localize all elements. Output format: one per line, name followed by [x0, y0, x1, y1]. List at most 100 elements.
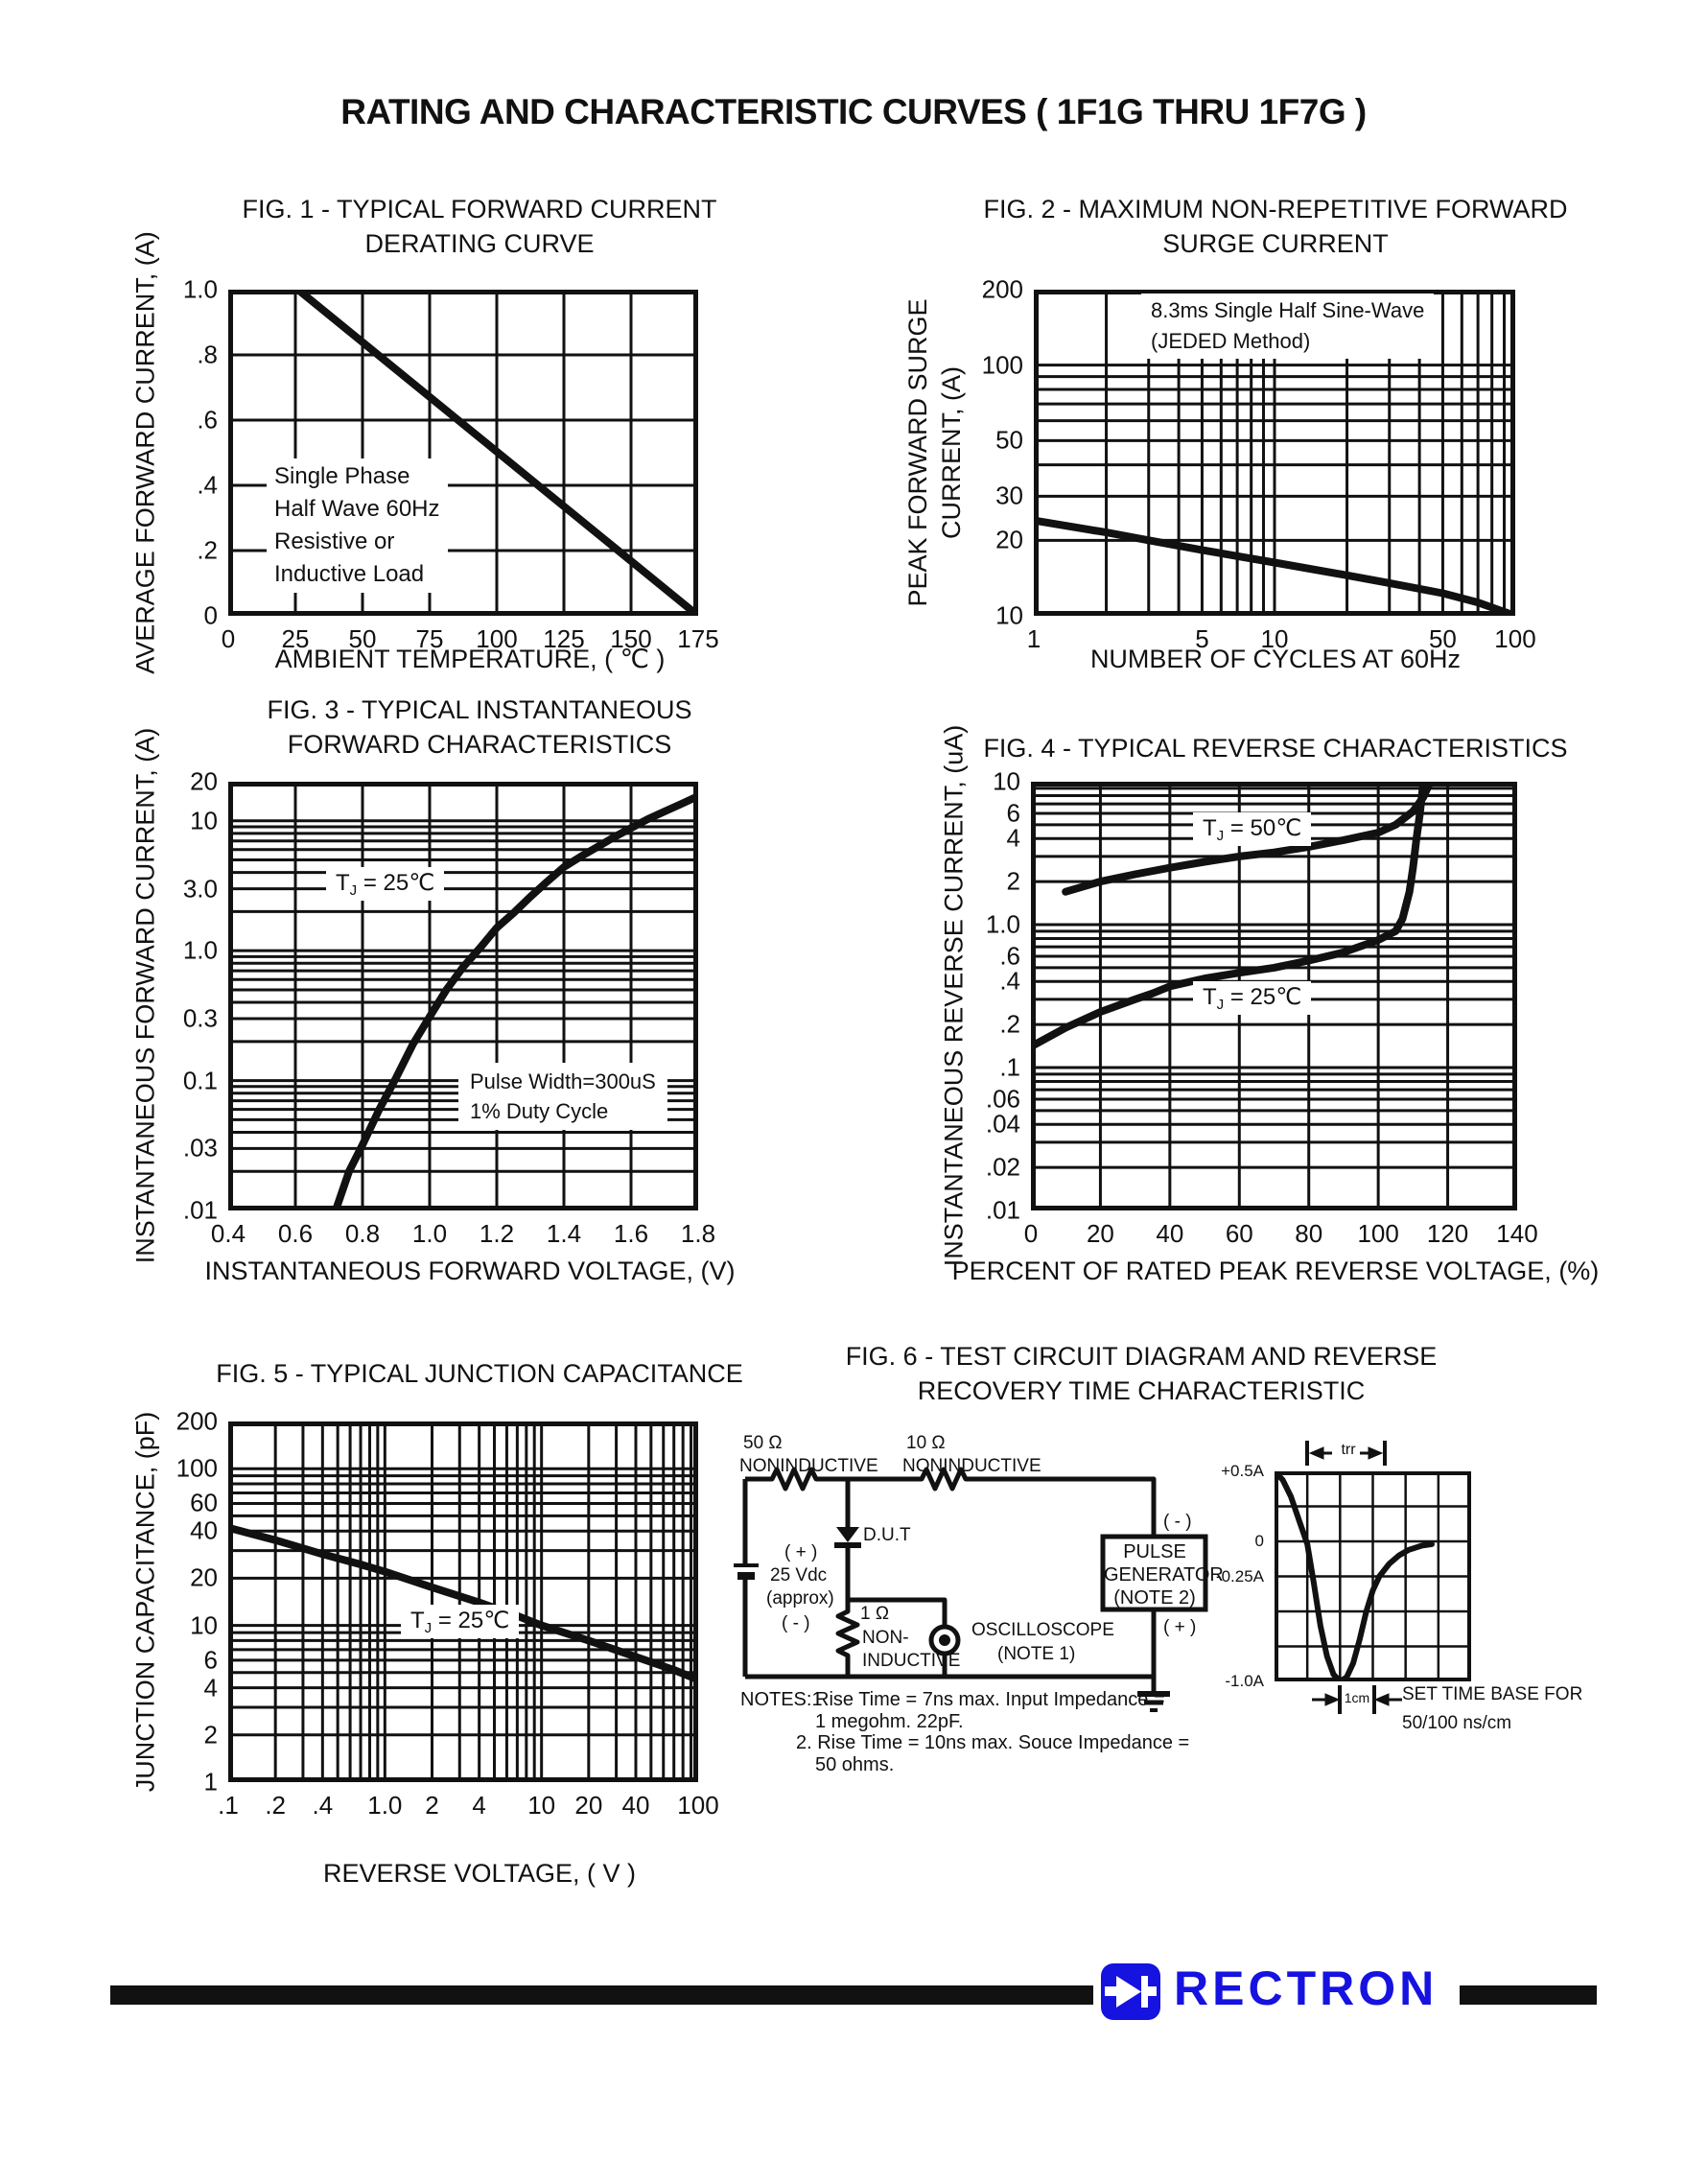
fig1-plot: 0 25 50 75 100 125 150 175 1.0 .8 .6 .4 .2 0: [183, 275, 719, 654]
x-tick-label: 75: [415, 624, 444, 653]
fig5-plot: .1.2.4 1.0 2 4 10 20 40 100 200 100 60 40 20 10 6 4 2 1: [176, 1407, 719, 1820]
y-tick-label: .4: [999, 966, 1020, 996]
y-tick-label: 50: [995, 425, 1023, 455]
y-tick-label: 6: [203, 1645, 218, 1675]
y-tick-label: 100: [981, 350, 1023, 380]
x-tick-label: 1.4: [546, 1219, 582, 1248]
battery-plus-label: ( + ): [784, 1542, 818, 1562]
x-tick-label: 60: [1225, 1219, 1253, 1248]
x-tick-label: 0.4: [210, 1219, 246, 1248]
note-2-line1: 2. Rise Time = 10ns max. Souce Impedance…: [796, 1732, 1190, 1753]
x-tick-label: 40: [621, 1791, 650, 1820]
fig2-series-surge: [1030, 516, 1519, 620]
dut-label: D.U.T: [863, 1525, 911, 1545]
y-tick-label: 2: [1006, 866, 1020, 896]
fig5-tj-annotation: TJ = 25℃: [401, 1605, 520, 1638]
x-tick-label: 125: [543, 624, 585, 653]
timebase-label-line2: 50/100 ns/cm: [1402, 1713, 1512, 1733]
fig1-y-axis-title: AVERAGE FORWARD CURRENT, (A): [130, 231, 160, 674]
fig5-title: FIG. 5 - TYPICAL JUNCTION CAPACITANCE: [216, 1359, 743, 1388]
brand-name: RECTRON: [1174, 1961, 1439, 2015]
oscilloscope-note-label: (NOTE 1): [997, 1644, 1076, 1664]
fig3-canvas: [228, 782, 702, 1214]
y-tick-label: .06: [985, 1084, 1020, 1114]
fig4-x-axis-title: PERCENT OF RATED PEAK REVERSE VOLTAGE, (…: [951, 1257, 1600, 1285]
fig1-title: FIG. 1 - TYPICAL FORWARD CURRENT DERATIN…: [242, 195, 717, 258]
fig6-scope-plot: +0.5A 0 -0.25A -1.0A: [1216, 1462, 1471, 1690]
ground-icon: [1137, 1691, 1170, 1712]
y-tick-label: 1.0: [182, 935, 218, 965]
y-tick-label: 0.1: [182, 1066, 218, 1095]
y-tick-label: 10: [993, 766, 1020, 796]
x-tick-label: 1.6: [613, 1219, 649, 1248]
y-tick-label: .2: [197, 535, 218, 565]
fig2-method-annotation: 8.3ms Single Half Sine-Wave (JEDED Metho…: [1141, 294, 1435, 359]
one-cm-label: 1cm: [1344, 1690, 1370, 1705]
x-tick-label: 1.0: [411, 1219, 448, 1248]
x-tick-label: .4: [312, 1791, 334, 1820]
fig5-y-axis-title: JUNCTION CAPACITANCE, (pF): [130, 1411, 160, 1793]
fig6-title: FIG. 6 - TEST CIRCUIT DIAGRAM AND REVERS…: [845, 1342, 1438, 1405]
x-tick-label: 10: [527, 1791, 556, 1820]
x-tick-label: 5: [1195, 624, 1209, 653]
y-tick-label: 2: [203, 1720, 218, 1750]
y-tick-label: +0.5A: [1221, 1462, 1264, 1480]
pulse-gen-minus-label: ( - ): [1163, 1512, 1192, 1532]
x-tick-label: 10: [1260, 624, 1289, 653]
x-tick-label: 0.6: [277, 1219, 314, 1248]
fig1-x-axis-title: AMBIENT TEMPERATURE, ( ℃ ): [274, 645, 666, 673]
y-tick-label: 0: [1254, 1532, 1264, 1550]
x-tick-label: 140: [1496, 1219, 1538, 1248]
y-tick-label: 200: [981, 274, 1023, 304]
x-tick-label: 100: [677, 1791, 719, 1820]
y-tick-label: .03: [182, 1133, 218, 1163]
fig4-plot: 0 20 40 60 80 100 120 140 10 6 4 2 1.0.6.4 .2 .1.06.04…: [986, 767, 1538, 1249]
y-tick-label: 100: [175, 1453, 218, 1483]
x-tick-label: 175: [677, 624, 719, 653]
y-tick-label: 20: [190, 766, 218, 796]
r1-type2-label: INDUCTIVE: [862, 1651, 961, 1671]
x-tick-label: 40: [1156, 1219, 1184, 1248]
y-tick-label: 10: [190, 1610, 218, 1640]
notes-label: NOTES:1: [740, 1689, 823, 1710]
y-tick-label: 40: [190, 1515, 218, 1545]
fig3-y-axis-title: INSTANTANEOUS FORWARD CURRENT, (A): [130, 727, 160, 1264]
fig3-x-axis-title: INSTANTANEOUS FORWARD VOLTAGE, (V): [204, 1257, 736, 1285]
fig6-scope-canvas: [1272, 1468, 1471, 1684]
fig4-tj50-annotation: TJ = 50℃: [1193, 812, 1312, 846]
r50-value-label: 50 Ω: [743, 1433, 783, 1453]
x-tick-label: 100: [1357, 1219, 1399, 1248]
y-tick-label: 1.0: [182, 274, 218, 304]
fig2-x-axis-title: NUMBER OF CYCLES AT 60Hz: [1089, 645, 1462, 673]
fig1-load-annotation: Single Phase Half Wave 60Hz Resistive or…: [267, 458, 448, 593]
y-tick-label: 4: [1006, 823, 1020, 853]
y-tick-label: 1: [203, 1767, 218, 1797]
x-tick-label: 1.8: [680, 1219, 716, 1248]
battery-voltage-label: 25 Vdc: [770, 1565, 828, 1586]
y-tick-label: -1.0A: [1225, 1672, 1264, 1690]
x-tick-label: 0: [1023, 1219, 1039, 1248]
logo-diode-icon: [1105, 1976, 1157, 2008]
arrow-right-icon: [1324, 1693, 1341, 1706]
x-tick-label: 4: [472, 1791, 486, 1820]
fig4-series-tj_50c: [1062, 778, 1435, 896]
y-tick-label: .01: [182, 1195, 218, 1225]
fig6-scope-series-reverse_recovery: [1272, 1468, 1435, 1684]
fig4-canvas: [1027, 778, 1517, 1210]
test-circuit-diagram: [734, 1467, 1208, 1712]
fig4-series-tj_25c: [1027, 778, 1428, 1051]
y-tick-label: .01: [985, 1195, 1020, 1225]
y-tick-label: 10: [995, 600, 1023, 630]
rectron-logo-icon: [1101, 1963, 1160, 2020]
battery-minus-label: ( - ): [782, 1613, 810, 1633]
arrow-right-icon: [1368, 1446, 1384, 1460]
y-tick-label: .4: [197, 470, 218, 500]
r1-type1-label: NON-: [862, 1628, 909, 1648]
x-tick-label: 0.8: [344, 1219, 381, 1248]
arrow-left-icon: [1373, 1693, 1390, 1706]
fig2-y-axis-title: PEAK FORWARD SURGE CURRENT, (A): [903, 298, 966, 607]
x-tick-label: 20: [1086, 1219, 1114, 1248]
pulse-gen-plus-label: ( + ): [1163, 1617, 1197, 1637]
diode-icon: [836, 1527, 859, 1542]
